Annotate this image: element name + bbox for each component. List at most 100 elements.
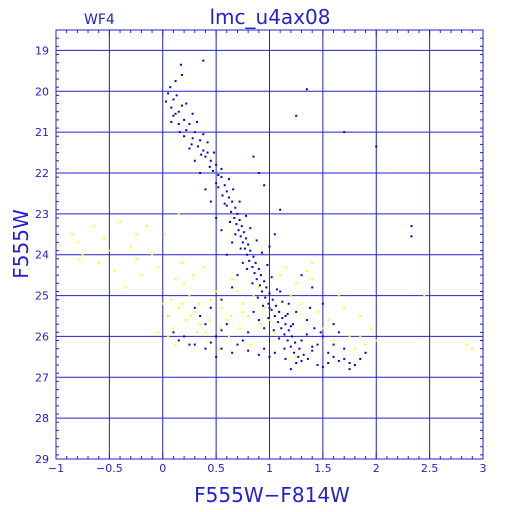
star-point-yellow xyxy=(259,323,262,326)
star-point-blue xyxy=(212,151,215,154)
y-tick-label: 26 xyxy=(35,330,49,343)
star-point-blue xyxy=(240,225,243,228)
y-tick-label: 29 xyxy=(35,453,49,466)
star-point-blue xyxy=(283,333,286,336)
star-point-yellow xyxy=(92,225,95,228)
star-point-blue xyxy=(234,233,237,236)
star-point-blue xyxy=(311,349,314,352)
minor-ticks xyxy=(55,29,484,459)
star-point-yellow xyxy=(252,294,255,297)
star-point-blue xyxy=(286,339,289,342)
star-point-blue xyxy=(188,147,191,150)
star-point-blue xyxy=(204,323,207,326)
star-point-blue xyxy=(295,310,298,313)
star-point-blue xyxy=(246,268,249,271)
star-point-yellow xyxy=(219,327,222,330)
star-point-blue xyxy=(180,73,183,76)
star-point-blue xyxy=(199,172,202,174)
star-point-blue xyxy=(177,122,180,125)
star-point-blue xyxy=(277,321,280,324)
star-point-blue xyxy=(211,169,214,172)
star-point-blue xyxy=(290,335,293,338)
star-point-blue xyxy=(281,300,284,303)
y-tick-labels: 19 20 21 22 23 24 25 26 27 28 29 xyxy=(35,44,49,466)
x-tick-label: 0.5 xyxy=(207,462,225,475)
star-point-blue xyxy=(305,88,308,91)
star-point-blue xyxy=(306,357,309,360)
star-point-blue xyxy=(327,361,330,364)
star-point-blue xyxy=(235,223,238,226)
x-tick-label: 3 xyxy=(480,462,487,475)
star-point-blue xyxy=(183,335,186,338)
star-point-blue xyxy=(215,216,218,219)
star-point-blue xyxy=(274,304,277,307)
star-point-blue xyxy=(248,259,251,262)
star-point-blue xyxy=(311,286,314,289)
star-point-yellow xyxy=(185,319,188,322)
star-point-blue xyxy=(252,155,255,158)
star-point-yellow xyxy=(188,294,191,297)
x-tick-label: 2 xyxy=(373,462,380,475)
star-point-blue xyxy=(316,364,319,367)
star-point-blue xyxy=(179,63,182,66)
star-point-yellow xyxy=(217,347,220,350)
star-point-yellow xyxy=(321,327,324,330)
star-point-yellow xyxy=(135,257,138,260)
star-point-blue xyxy=(239,235,242,238)
star-point-yellow xyxy=(231,278,234,281)
star-point-yellow xyxy=(332,339,335,342)
star-point-yellow xyxy=(364,343,367,346)
star-point-blue xyxy=(337,331,340,334)
star-point-blue xyxy=(332,343,335,346)
star-point-yellow xyxy=(369,327,372,330)
star-point-yellow xyxy=(227,335,230,338)
star-point-blue xyxy=(265,286,268,289)
star-point-blue xyxy=(337,359,340,362)
star-point-blue xyxy=(305,319,308,322)
star-point-blue xyxy=(206,151,209,154)
star-point-yellow xyxy=(202,265,205,268)
star-point-yellow xyxy=(172,327,175,330)
star-point-yellow xyxy=(268,319,271,322)
star-point-blue xyxy=(196,145,199,148)
star-point-blue xyxy=(261,251,264,254)
star-point-blue xyxy=(232,188,235,191)
star-point-blue xyxy=(263,347,266,350)
star-point-blue xyxy=(291,323,294,326)
star-point-yellow xyxy=(375,339,378,342)
star-point-yellow xyxy=(167,335,170,338)
star-point-yellow xyxy=(273,331,276,334)
y-tick-label: 19 xyxy=(35,44,49,57)
star-point-yellow xyxy=(113,270,116,273)
star-point-blue xyxy=(257,172,260,174)
chart-title: lmc_u4ax08 xyxy=(210,5,331,29)
star-point-blue xyxy=(257,319,260,322)
star-point-blue xyxy=(272,329,275,332)
star-point-yellow xyxy=(145,225,148,228)
star-point-yellow xyxy=(311,261,314,264)
star-point-yellow xyxy=(241,302,244,305)
star-point-blue xyxy=(174,112,177,115)
star-point-blue xyxy=(245,237,248,240)
x-tick-labels: −1 −0.5 0 0.5 1 1.5 2 2.5 3 xyxy=(48,462,487,475)
star-point-blue xyxy=(236,212,239,215)
x-tick-label: 0 xyxy=(159,462,166,475)
star-point-blue xyxy=(284,357,287,360)
star-point-blue xyxy=(270,308,273,311)
star-point-yellow xyxy=(97,261,100,264)
star-point-yellow xyxy=(348,335,351,338)
star-point-yellow xyxy=(249,343,252,346)
star-point-blue xyxy=(175,94,178,97)
star-point-blue xyxy=(238,200,241,203)
star-point-yellow xyxy=(108,249,111,252)
star-point-blue xyxy=(223,184,226,187)
star-point-yellow xyxy=(177,212,180,215)
star-point-blue xyxy=(247,331,250,334)
star-point-blue xyxy=(278,310,281,313)
star-point-blue xyxy=(286,312,289,315)
y-tick-label: 21 xyxy=(35,126,49,139)
star-point-blue xyxy=(231,200,234,203)
star-point-blue xyxy=(177,110,180,113)
star-point-blue xyxy=(263,327,266,330)
star-point-blue xyxy=(241,241,244,244)
